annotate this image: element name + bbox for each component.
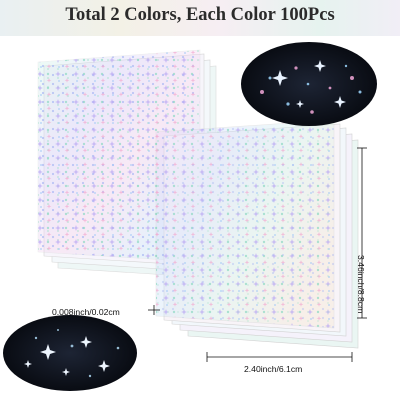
banner-title: Total 2 Colors, Each Color 100Pcs bbox=[65, 5, 335, 25]
height-label: 3.46inch/8.8cm bbox=[356, 255, 366, 314]
front-sticker-stack bbox=[155, 119, 359, 349]
width-label: 2.40inch/6.1cm bbox=[244, 364, 303, 374]
width-dimension-line bbox=[206, 352, 353, 362]
title-banner: Total 2 Colors, Each Color 100Pcs bbox=[0, 0, 400, 36]
thickness-dimension-line bbox=[148, 305, 160, 315]
back-sticker-stack bbox=[37, 49, 217, 279]
height-dimension-line bbox=[357, 147, 367, 319]
dark-star-swatch-top bbox=[241, 42, 377, 126]
thickness-label: 0.008inch/0.02cm bbox=[52, 307, 120, 317]
dark-star-swatch-bottom bbox=[3, 315, 137, 391]
